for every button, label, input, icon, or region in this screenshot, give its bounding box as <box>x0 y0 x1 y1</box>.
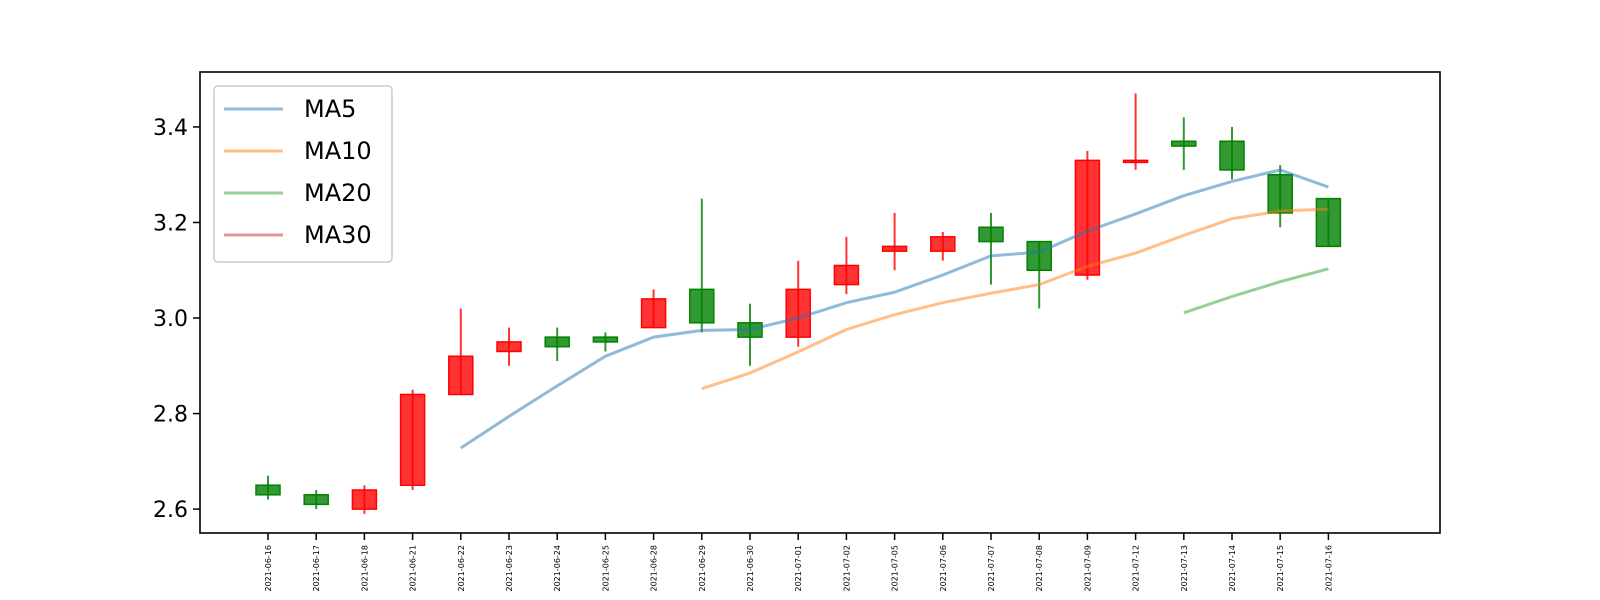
candle <box>689 198 715 333</box>
candle-body <box>399 393 426 486</box>
candle-body <box>448 355 474 396</box>
candle-body <box>785 288 811 338</box>
candle-body <box>496 341 522 353</box>
candle-body <box>1026 240 1052 272</box>
candle <box>544 327 570 362</box>
candle <box>592 332 619 352</box>
candle-body <box>1074 159 1101 276</box>
candle <box>640 289 667 329</box>
candle-body <box>1122 159 1149 164</box>
plot-frame <box>199 71 1441 534</box>
candle <box>1267 165 1293 228</box>
legend-item: MA10 <box>224 137 372 165</box>
candle-body <box>592 336 619 343</box>
candle-body <box>1267 173 1293 214</box>
y-axis: 2.6 2.8 3.0 3.2 3.4 <box>153 116 200 523</box>
candle <box>351 485 378 514</box>
x-tick-label: 2021-07-09 <box>1083 545 1092 592</box>
candle-body <box>930 236 956 252</box>
y-tick-label: 3.2 <box>153 211 188 236</box>
x-tick-label: 2021-07-05 <box>891 545 900 592</box>
x-tick-label: 2021-06-25 <box>601 545 610 592</box>
x-tick-label: 2021-07-01 <box>794 545 803 592</box>
candle <box>496 327 522 366</box>
series-line-ma5 <box>459 168 1329 450</box>
candle <box>1122 93 1149 170</box>
legend-label: MA20 <box>304 179 372 207</box>
x-tick-label: 2021-07-15 <box>1276 545 1285 592</box>
candle <box>1026 240 1052 309</box>
x-tick-label: 2021-07-12 <box>1132 545 1141 592</box>
candle <box>1219 126 1245 180</box>
x-tick-label: 2021-06-30 <box>746 545 755 592</box>
x-tick-label: 2021-06-18 <box>360 545 369 592</box>
candle-body <box>881 245 908 252</box>
candle <box>881 212 908 271</box>
candle <box>399 389 426 491</box>
candle-body <box>1315 197 1342 248</box>
candle-body <box>640 298 667 329</box>
y-tick-label: 3.0 <box>153 307 188 332</box>
candle <box>303 490 329 510</box>
x-tick-label: 2021-07-14 <box>1228 545 1237 592</box>
candle <box>833 236 860 295</box>
x-tick-label: 2021-07-06 <box>939 545 948 592</box>
x-axis: 2021-06-16 2021-06-17 2021-06-18 2021-06-21… <box>264 533 1333 592</box>
candle <box>1074 150 1101 280</box>
y-tick-label: 2.6 <box>153 498 188 523</box>
candle <box>1171 117 1197 170</box>
candle-body <box>978 226 1004 243</box>
legend-box <box>213 85 393 263</box>
series-line-ma20 <box>1183 267 1329 315</box>
legend-item: MA5 <box>224 95 356 123</box>
candle-body <box>303 494 329 506</box>
x-tick-label: 2021-07-07 <box>987 545 996 592</box>
x-tick-label: 2021-06-29 <box>698 545 707 592</box>
x-tick-label: 2021-06-17 <box>312 545 321 592</box>
y-tick-label: 3.4 <box>153 116 188 141</box>
x-tick-label: 2021-07-08 <box>1035 545 1044 592</box>
candle <box>448 308 474 396</box>
series-line-ma10 <box>701 207 1329 391</box>
x-tick-label: 2021-06-22 <box>457 545 466 592</box>
x-tick-label: 2021-06-16 <box>264 545 273 592</box>
candle-body <box>833 264 860 286</box>
x-tick-label: 2021-06-21 <box>409 545 418 592</box>
candle <box>978 212 1004 285</box>
x-tick-label: 2021-06-24 <box>553 545 562 592</box>
legend-item: MA30 <box>224 221 372 249</box>
candle-body <box>1171 140 1197 147</box>
candle <box>255 475 281 500</box>
candle-body <box>689 288 715 324</box>
plot-area <box>255 93 1342 514</box>
candle <box>785 260 811 347</box>
legend-label: MA10 <box>304 137 372 165</box>
x-tick-label: 2021-07-16 <box>1324 545 1333 592</box>
candle-body <box>351 489 378 510</box>
legend-item: MA20 <box>224 179 372 207</box>
legend: MA5 MA10 MA20 MA30 <box>213 85 393 263</box>
x-tick-label: 2021-07-13 <box>1180 545 1189 592</box>
candle <box>930 232 956 261</box>
candle-body <box>1219 140 1245 171</box>
y-tick-label: 2.8 <box>153 403 188 428</box>
x-tick-label: 2021-07-02 <box>842 545 851 592</box>
candle <box>1315 197 1342 248</box>
legend-label: MA30 <box>304 221 372 249</box>
candle-body <box>255 484 281 496</box>
candle-body <box>544 336 570 348</box>
x-tick-label: 2021-06-28 <box>650 545 659 592</box>
legend-label: MA5 <box>304 95 356 123</box>
x-tick-label: 2021-06-23 <box>505 545 514 592</box>
